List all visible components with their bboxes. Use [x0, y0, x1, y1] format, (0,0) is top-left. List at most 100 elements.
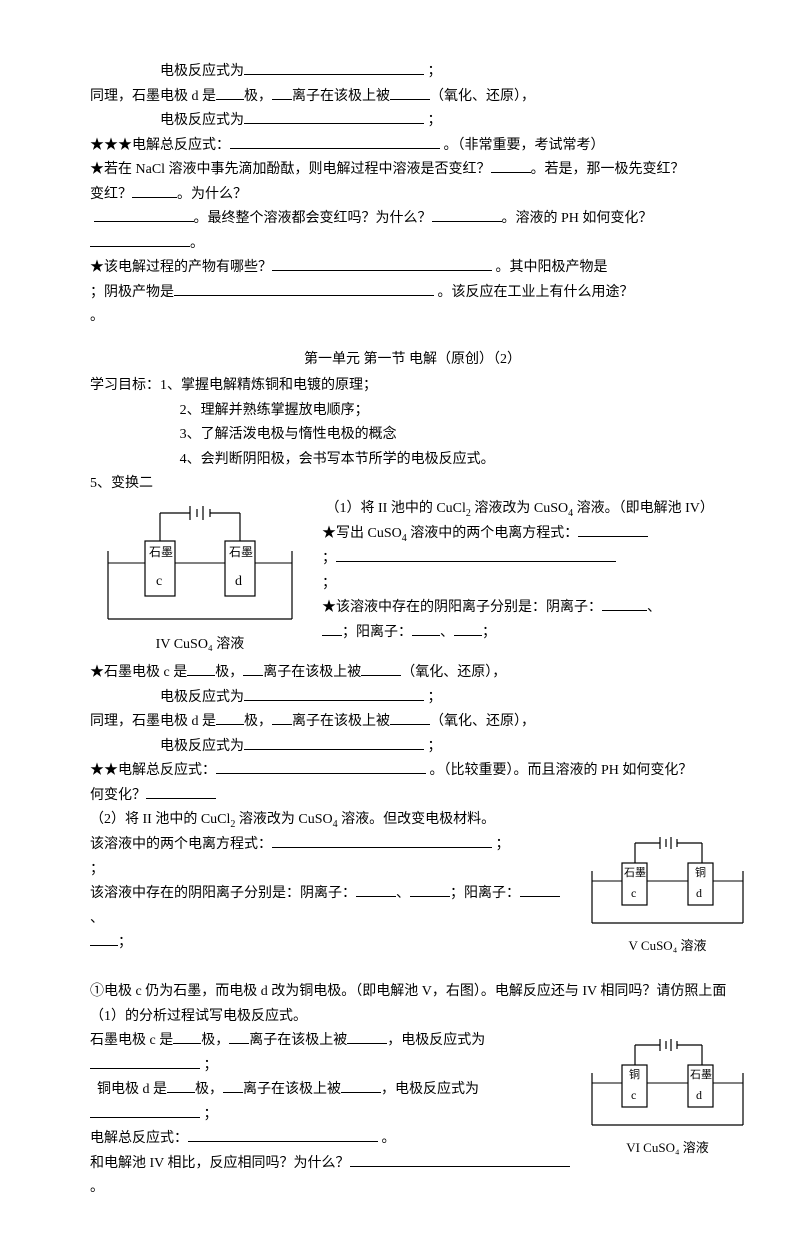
- text: 电极反应式为: [160, 739, 244, 754]
- svg-text:d: d: [235, 574, 242, 589]
- svg-text:铜: 铜: [695, 865, 706, 879]
- figure-label: IV CuSO₄ 溶液: [90, 633, 310, 658]
- text: ；: [428, 690, 442, 705]
- blank: [216, 85, 244, 100]
- text: 电极反应式为: [160, 113, 244, 128]
- svg-text:c: c: [156, 574, 162, 589]
- text: 电极反应式为: [160, 690, 244, 705]
- blank: [90, 1103, 200, 1118]
- blank: [244, 109, 424, 124]
- text: 。: [90, 1180, 104, 1195]
- text: ；: [428, 113, 442, 128]
- blank: [347, 1029, 387, 1044]
- blank: [244, 60, 424, 75]
- text: 离子在该极上被: [243, 1082, 341, 1097]
- blank: [229, 1029, 249, 1044]
- blank: [244, 735, 424, 750]
- text: 溶液。但改变电极材料。: [338, 812, 496, 827]
- text: ；: [90, 862, 104, 877]
- blank: [520, 882, 560, 897]
- svg-text:石墨: 石墨: [690, 1068, 712, 1081]
- text: （氧化、还原），: [401, 665, 506, 680]
- text: 极，: [201, 1033, 229, 1048]
- text: 电极反应式为: [160, 64, 244, 79]
- text: ；: [204, 1058, 218, 1073]
- blank: [390, 85, 430, 100]
- text: ★该电解过程的产物有哪些？: [90, 260, 272, 275]
- text: 离子在该极上被: [292, 714, 390, 729]
- blank: [90, 931, 118, 946]
- blank: [230, 134, 440, 149]
- blank: [336, 547, 616, 562]
- text: ；: [118, 935, 132, 950]
- text: 3、了解活泼电极与惰性电极的概念: [90, 423, 735, 448]
- text: 。溶液的 PH 如何变化？: [502, 211, 653, 226]
- text: 极，: [215, 665, 243, 680]
- blank: [188, 1127, 378, 1142]
- text: 、: [90, 911, 104, 926]
- svg-text:石墨: 石墨: [229, 545, 253, 559]
- figure-vi: 铜 石墨 c d VI CuSO₄ 溶液: [580, 1035, 755, 1160]
- blank: [361, 661, 401, 676]
- text: 。: [190, 236, 204, 251]
- blank: [146, 784, 216, 799]
- blank: [167, 1078, 195, 1093]
- text: ①电极 c 仍为石墨，而电极 d 改为铜电极。（即电解池 V，右图）。电解反应还…: [90, 980, 735, 1029]
- blank: [90, 1054, 200, 1069]
- figure-label: VI CuSO₄ 溶液: [580, 1137, 755, 1160]
- figure-iv: 石墨 石墨 c d IV CuSO₄ 溶液: [90, 501, 310, 658]
- text: 1、掌握电解精炼铜和电镀的原理；: [160, 378, 377, 393]
- text: （氧化、还原），: [430, 714, 535, 729]
- blank: [90, 232, 190, 247]
- text: ★写出 CuSO: [322, 526, 402, 541]
- figure-v: 石墨 铜 c d V CuSO₄ 溶液: [580, 833, 755, 958]
- blank: [412, 621, 440, 636]
- blank: [491, 158, 531, 173]
- text: 。其中阳极产物是: [496, 260, 608, 275]
- text: 。该反应在工业上有什么用途？: [438, 285, 634, 300]
- text: 。（非常重要，考试常考）: [444, 138, 605, 153]
- text: 极，: [195, 1082, 223, 1097]
- text: 5、变换二: [90, 472, 735, 497]
- blank: [341, 1078, 381, 1093]
- blank: [272, 833, 492, 848]
- text: 、: [396, 886, 410, 901]
- text: 该溶液中存在的阴阳离子分别是：阴离子：: [90, 886, 356, 901]
- blank: [432, 207, 502, 222]
- text: 铜电极 d 是: [97, 1082, 167, 1097]
- blank: [132, 183, 177, 198]
- blank: [350, 1152, 570, 1167]
- text: 。: [90, 309, 104, 324]
- text: 离子在该极上被: [249, 1033, 347, 1048]
- text: ；: [496, 837, 510, 852]
- text: ；阳离子：: [342, 625, 412, 640]
- text: 离子在该极上被: [292, 89, 390, 104]
- svg-text:石墨: 石墨: [149, 545, 173, 559]
- blank: [223, 1078, 243, 1093]
- text: 极，: [244, 89, 272, 104]
- text: ；: [428, 64, 442, 79]
- blank: [174, 281, 434, 296]
- text: 离子在该极上被: [263, 665, 361, 680]
- text: （2）将 II 池中的 CuCl: [90, 812, 230, 827]
- text: 石墨电极 c 是: [90, 1033, 173, 1048]
- text: （1）将 II 池中的 CuCl: [326, 501, 466, 516]
- section-title: 第一单元 第一节 电解（原创）（2）: [90, 348, 735, 373]
- text: （氧化、还原），: [430, 89, 535, 104]
- text: 溶液。（即电解池 IV）: [573, 501, 714, 516]
- blank: [94, 207, 194, 222]
- blank: [356, 882, 396, 897]
- svg-text:铜: 铜: [629, 1067, 640, 1081]
- text: 电解总反应式：: [90, 1131, 188, 1146]
- blank: [272, 85, 292, 100]
- blank: [410, 882, 450, 897]
- text: 、: [647, 600, 661, 615]
- text: ；阴极产物是: [90, 285, 174, 300]
- text: 和电解池 IV 相比，反应相同吗？为什么？: [90, 1156, 350, 1171]
- blank: [602, 596, 647, 611]
- text: 。: [382, 1131, 396, 1146]
- blank: [216, 710, 244, 725]
- text: 。（比较重要）。而且溶液的 PH 如何变化？: [430, 763, 693, 778]
- blank: [244, 686, 424, 701]
- text: ★石墨电极 c 是: [90, 665, 187, 680]
